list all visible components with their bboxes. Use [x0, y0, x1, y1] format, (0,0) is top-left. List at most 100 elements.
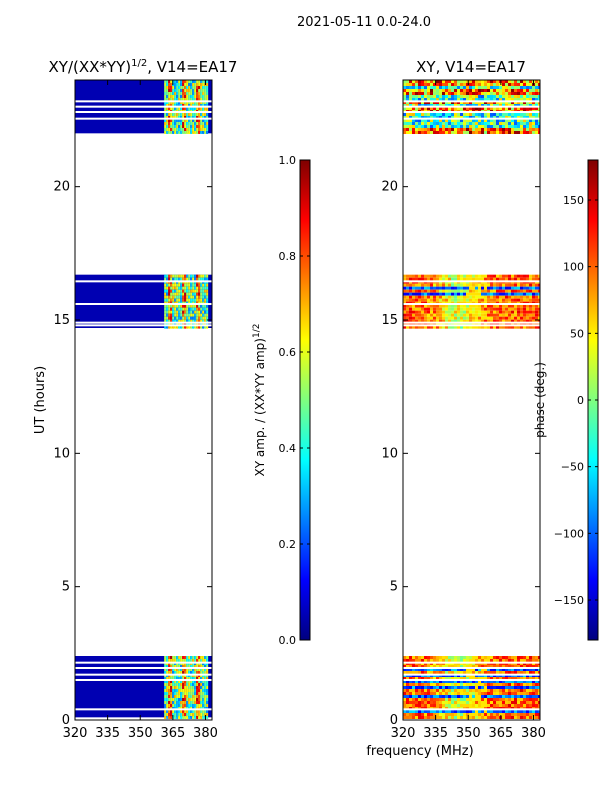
phase-cell	[457, 80, 460, 83]
amplitude-cell	[186, 89, 189, 92]
phase-cell	[427, 689, 430, 692]
phase-cell	[415, 686, 418, 689]
phase-cell	[523, 116, 526, 119]
phase-cell	[418, 310, 421, 314]
phase-cell	[403, 277, 406, 281]
amplitude-cell	[190, 665, 193, 668]
phase-cell	[508, 304, 511, 308]
phase-cell	[436, 274, 439, 278]
phase-cell	[526, 713, 529, 716]
phase-cell	[403, 89, 406, 92]
amplitude-cell	[166, 310, 169, 314]
amplitude-cell	[182, 668, 185, 671]
phase-cell	[478, 286, 481, 290]
amplitude-cell	[172, 128, 175, 131]
amplitude-cell	[178, 277, 181, 281]
time-gap-line	[403, 324, 540, 327]
amplitude-cell	[168, 656, 171, 659]
phase-cell	[454, 316, 457, 320]
amplitude-cell	[182, 125, 185, 128]
amplitude-cell	[194, 713, 197, 716]
phase-cell	[481, 671, 484, 674]
phase-cell	[505, 95, 508, 98]
phase-cell	[475, 274, 478, 278]
amplitude-cell	[172, 325, 175, 329]
amplitude-cell	[164, 80, 167, 83]
amplitude-cell	[178, 98, 181, 101]
phase-cell	[451, 95, 454, 98]
phase-cell	[517, 695, 520, 698]
phase-cell	[487, 80, 490, 83]
time-gap-line	[75, 661, 212, 664]
phase-cell	[430, 277, 433, 281]
amplitude-cell	[178, 83, 181, 86]
phase-cell	[508, 698, 511, 701]
phase-cell	[490, 698, 493, 701]
amplitude-cell	[202, 716, 205, 719]
phase-cell	[406, 286, 409, 290]
phase-cell	[526, 98, 529, 101]
phase-cell	[511, 659, 514, 662]
amplitude-cell	[192, 113, 195, 116]
phase-cell	[511, 313, 514, 317]
phase-cell	[457, 286, 460, 290]
amplitude-cell	[178, 295, 181, 299]
phase-cell	[460, 307, 463, 311]
amplitude-cell	[166, 313, 169, 317]
amplitude-cell	[182, 680, 185, 683]
amplitude-cell	[170, 689, 173, 692]
phase-cell	[421, 322, 424, 326]
phase-cell	[493, 322, 496, 326]
phase-cell	[460, 689, 463, 692]
phase-cell	[532, 274, 535, 278]
phase-cell	[448, 113, 451, 116]
phase-cell	[463, 104, 466, 107]
phase-cell	[475, 313, 478, 317]
phase-cell	[493, 692, 496, 695]
phase-cell	[499, 277, 502, 281]
phase-cell	[511, 704, 514, 707]
amplitude-cell	[166, 316, 169, 320]
amplitude-cell	[188, 113, 191, 116]
phase-cell	[529, 698, 532, 701]
amplitude-cell	[190, 277, 193, 281]
amplitude-cell	[198, 716, 201, 719]
amplitude-cell	[192, 89, 195, 92]
phase-cell	[424, 119, 427, 122]
amplitude-cell	[202, 701, 205, 704]
phase-cell	[505, 104, 508, 107]
phase-cell	[439, 131, 442, 134]
phase-cell	[481, 116, 484, 119]
amplitude-cell	[180, 716, 183, 719]
phase-cell	[409, 89, 412, 92]
amplitude-cell	[164, 122, 167, 125]
phase-cell	[475, 304, 478, 308]
amplitude-cell	[172, 119, 175, 122]
phase-cell	[511, 683, 514, 686]
phase-cell	[469, 292, 472, 296]
amplitude-cell	[194, 316, 197, 320]
phase-cell	[430, 95, 433, 98]
amplitude-cell	[188, 704, 191, 707]
amplitude-cell	[206, 104, 209, 107]
phase-cell	[538, 295, 540, 299]
amplitude-cell	[174, 89, 177, 92]
phase-cell	[463, 304, 466, 308]
amplitude-cell	[184, 125, 187, 128]
phase-cell	[484, 322, 487, 326]
phase-cell	[439, 292, 442, 296]
amplitude-cell	[178, 274, 181, 278]
amplitude-cell	[194, 131, 197, 134]
phase-cell	[457, 710, 460, 713]
phase-cell	[415, 131, 418, 134]
phase-cell	[475, 322, 478, 326]
phase-cell	[478, 689, 481, 692]
phase-cell	[466, 95, 469, 98]
amplitude-cell	[194, 277, 197, 281]
amplitude-cell	[170, 95, 173, 98]
phase-cell	[472, 319, 475, 323]
phase-cell	[493, 104, 496, 107]
amplitude-cell	[172, 107, 175, 110]
phase-cell	[508, 322, 511, 326]
